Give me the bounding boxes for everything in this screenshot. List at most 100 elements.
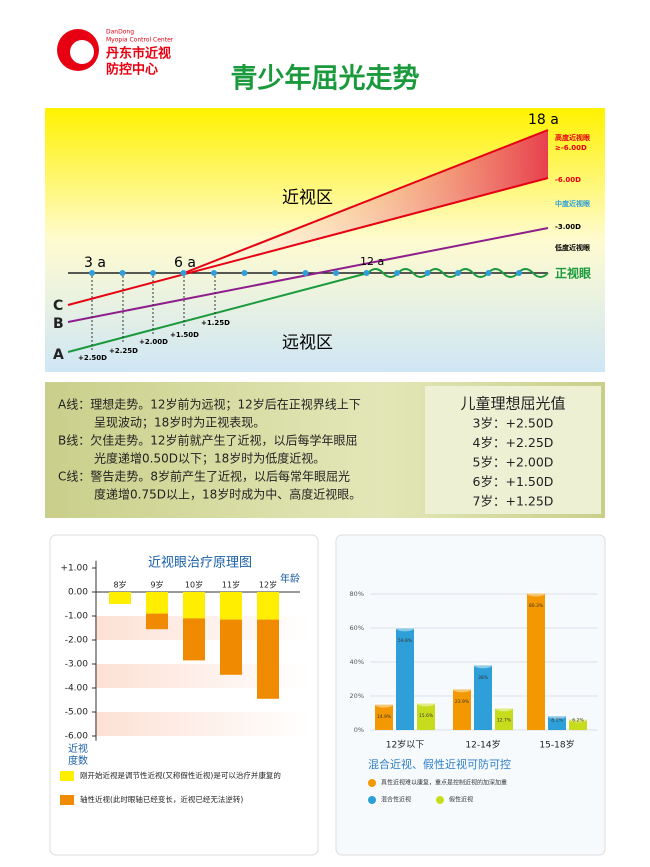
age-label: 6 a xyxy=(174,255,196,271)
description-line: C线：警告走势。8岁前产生了近视，以后每常年眼屈光 xyxy=(58,469,350,484)
cylinder-top xyxy=(495,705,513,712)
y-tick-label: +1.00 xyxy=(60,564,88,574)
y-label: 近视 xyxy=(68,742,88,755)
cylinder-top xyxy=(417,700,435,707)
x-tick-label: 12岁以下 xyxy=(386,739,424,751)
age-dot xyxy=(89,270,95,276)
x-tick-label: 11岁 xyxy=(222,580,240,590)
bar xyxy=(183,592,205,619)
cylinder xyxy=(548,716,566,730)
legend-label: 刚开始近视是调节性近视(又称假性近视)是可以治疗并康复的 xyxy=(80,770,281,780)
cylinder xyxy=(569,719,587,730)
ideal-value: 6岁：+1.50D xyxy=(473,474,554,489)
age-dot xyxy=(119,270,126,276)
age-dot xyxy=(272,270,278,276)
age-dot xyxy=(516,270,522,276)
zone-label: 近视区 xyxy=(282,188,333,208)
cylinder-top xyxy=(527,590,545,597)
age-dot xyxy=(455,270,461,276)
zone-label: 远视区 xyxy=(282,333,333,353)
line-c xyxy=(67,177,549,306)
y-tick-label: 80% xyxy=(350,590,364,598)
age-dot xyxy=(394,270,400,276)
level-label: 高度近视眼 xyxy=(555,133,590,142)
cylinder xyxy=(396,628,414,730)
cylinder-top xyxy=(375,701,393,708)
y-tick-label: 0.00 xyxy=(68,588,88,598)
ideal-value: 4岁：+2.25D xyxy=(473,435,554,450)
y-tick-label: -3.00 xyxy=(65,660,89,670)
legend-label: 真性近视难以康复，重点是控制近视的加深加重 xyxy=(381,779,507,787)
logo-en: Myopia Control Center xyxy=(106,37,174,44)
value-label: 23.9% xyxy=(455,699,470,705)
value-label: 14.9% xyxy=(377,714,392,720)
start-point-label: +1.50D xyxy=(170,331,199,339)
description-line: 度递增0.75D以上，18岁时成为中、高度近视眼。 xyxy=(58,487,361,502)
line-label: B xyxy=(53,316,64,332)
bar xyxy=(257,619,279,699)
cylinder xyxy=(527,593,545,730)
bar xyxy=(109,592,131,604)
start-point-label: +2.50D xyxy=(78,354,107,362)
bar xyxy=(257,592,279,620)
ideal-title: 儿童理想屈光值 xyxy=(460,395,565,413)
band xyxy=(95,712,310,736)
y-tick-label: -1.00 xyxy=(65,612,89,622)
age-label: 3 a xyxy=(84,255,106,271)
line-label: C xyxy=(53,298,63,314)
value-label: 8.1% xyxy=(551,718,563,724)
x-tick-label: 8岁 xyxy=(113,580,126,590)
description-line: A线：理想走势。12岁前为远视；12岁后在正视界线上下 xyxy=(58,397,361,412)
page-title: 青少年屈光走势 xyxy=(231,63,420,95)
line-high xyxy=(183,129,549,274)
logo-cn: 防控中心 xyxy=(106,62,158,78)
legend-swatch xyxy=(60,771,74,781)
age-dot xyxy=(363,270,370,276)
cylinder xyxy=(474,665,492,730)
age-dot xyxy=(485,270,492,276)
y-tick-label: 20% xyxy=(350,692,364,700)
line-a xyxy=(67,272,369,353)
logo-en: DanDong xyxy=(106,29,134,36)
description-line: B线：欠佳走势。12岁前就产生了近视，以后每学年眼屈 xyxy=(58,433,358,448)
legend-swatch xyxy=(60,795,74,805)
y-tick-label: -2.00 xyxy=(65,636,89,646)
cylinder-top xyxy=(569,716,587,723)
level-label: 正视眼 xyxy=(555,266,591,281)
x-tick-label: 15-18岁 xyxy=(539,739,574,751)
x-tick-label: 12-14岁 xyxy=(465,739,500,751)
cylinder xyxy=(417,703,435,730)
ideal-value: 3岁：+2.50D xyxy=(473,416,554,431)
age-dot xyxy=(150,270,156,276)
bar xyxy=(220,619,242,675)
y-tick-label: -6.00 xyxy=(65,732,89,742)
x-label: 年龄 xyxy=(280,572,300,585)
bar xyxy=(183,618,205,661)
bar xyxy=(220,592,242,620)
value-label: 38% xyxy=(478,675,489,681)
cylinder xyxy=(375,704,393,730)
logo-inner xyxy=(70,40,94,64)
description-line: 光度递增0.50D以下；18岁时为低度近视。 xyxy=(58,451,325,466)
cylinder-top xyxy=(474,662,492,669)
age-label: 18 a xyxy=(528,112,559,128)
legend-dot xyxy=(436,796,444,804)
line-label: A xyxy=(53,347,64,363)
cylinder-top xyxy=(396,625,414,632)
level-label: ≥-6.00D xyxy=(555,144,587,152)
value-label: 12.7% xyxy=(497,718,512,724)
value-label: 6.2% xyxy=(572,718,584,724)
bar xyxy=(146,613,168,630)
value-label: 15.6% xyxy=(419,713,434,719)
age-dot xyxy=(333,270,339,276)
legend-dot xyxy=(368,779,376,787)
start-point-label: +2.25D xyxy=(109,347,138,355)
legend-label: 轴性近视(此时眼轴已经变长，近视已经无法逆转) xyxy=(80,794,243,804)
y-tick-label: 0% xyxy=(354,726,364,734)
age-label: 12 a xyxy=(360,255,384,268)
chart-title: 混合近视、假性近视可防可控 xyxy=(368,757,511,771)
value-label: 59.8% xyxy=(398,638,413,644)
x-tick-label: 9岁 xyxy=(150,580,163,590)
y-label: 度数 xyxy=(68,754,88,767)
